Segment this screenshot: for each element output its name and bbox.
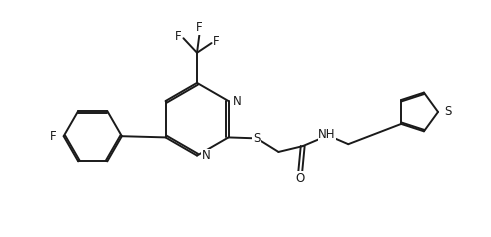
Text: S: S [444,105,451,118]
Text: N: N [233,95,242,108]
Text: NH: NH [318,128,336,141]
Text: F: F [213,35,219,48]
Text: O: O [296,172,305,185]
Text: F: F [175,30,182,43]
Text: S: S [253,132,260,145]
Text: F: F [196,21,203,34]
Text: F: F [50,130,57,143]
Text: N: N [202,149,211,162]
